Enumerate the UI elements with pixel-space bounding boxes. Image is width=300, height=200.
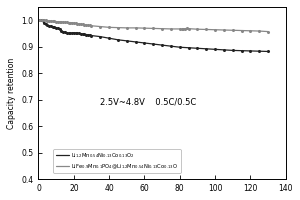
Y-axis label: Capacity retention: Capacity retention [7, 57, 16, 129]
Li$_{1.2}$Mn$_{0.54}$Ni$_{0.13}$Co$_{0.13}$O$_2$ [143, 42, 146, 44]
Li$_{1.2}$Mn$_{0.54}$Ni$_{0.13}$Co$_{0.13}$O$_2$ [134, 41, 137, 43]
Li$_{1.2}$Mn$_{0.54}$Ni$_{0.13}$Co$_{0.13}$O$_2$ [56, 27, 60, 29]
Li$_{1.2}$Mn$_{0.54}$Ni$_{0.13}$Co$_{0.13}$O$_2$ [38, 19, 42, 21]
Li$_{1.2}$Mn$_{0.54}$Ni$_{0.13}$Co$_{0.13}$O$_2$ [116, 39, 120, 41]
Li$_{1.2}$Mn$_{0.54}$Ni$_{0.13}$Co$_{0.13}$O$_2$ [213, 48, 217, 51]
Li$_{1.2}$Mn$_{0.54}$Ni$_{0.13}$Co$_{0.13}$O$_2$ [81, 33, 85, 35]
Li$_{1.2}$Mn$_{0.54}$Ni$_{0.13}$Co$_{0.13}$O$_2$ [77, 32, 81, 35]
Li$_{1.2}$Mn$_{0.54}$Ni$_{0.13}$Co$_{0.13}$O$_2$ [84, 33, 88, 36]
Li$_{1.2}$Mn$_{0.54}$Ni$_{0.13}$Co$_{0.13}$O$_2$ [240, 49, 243, 52]
Li$_{1.2}$Mn$_{0.54}$Ni$_{0.13}$Co$_{0.13}$O$_2$ [54, 26, 58, 29]
Li$_{1.2}$Mn$_{0.54}$Ni$_{0.13}$Co$_{0.13}$O$_2$ [152, 43, 155, 45]
Li$_{1.2}$Mn$_{0.54}$Ni$_{0.13}$Co$_{0.13}$O$_2$ [222, 49, 226, 51]
Legend: Li$_{1.2}$Mn$_{0.54}$Ni$_{0.13}$Co$_{0.13}$O$_2$, LiFe$_{0.9}$Mn$_{0.1}$PO$_4$@L: Li$_{1.2}$Mn$_{0.54}$Ni$_{0.13}$Co$_{0.1… [53, 149, 181, 173]
Li$_{1.2}$Mn$_{0.54}$Ni$_{0.13}$Co$_{0.13}$O$_2$ [68, 32, 72, 35]
Li$_{1.2}$Mn$_{0.54}$Ni$_{0.13}$Co$_{0.13}$O$_2$ [46, 24, 49, 27]
Li$_{1.2}$Mn$_{0.54}$Ni$_{0.13}$Co$_{0.13}$O$_2$ [44, 23, 47, 26]
Line: Li$_{1.2}$Mn$_{0.54}$Ni$_{0.13}$Co$_{0.13}$O$_2$: Li$_{1.2}$Mn$_{0.54}$Ni$_{0.13}$Co$_{0.1… [40, 20, 268, 51]
LiFe$_{0.9}$Mn$_{0.1}$PO$_4$@Li$_{1.2}$Mn$_{0.54}$Ni$_{0.13}$Co$_{0.13}$O [116, 26, 120, 29]
LiFe$_{0.9}$Mn$_{0.1}$PO$_4$@Li$_{1.2}$Mn$_{0.54}$Ni$_{0.13}$Co$_{0.13}$O [74, 22, 77, 25]
Li$_{1.2}$Mn$_{0.54}$Ni$_{0.13}$Co$_{0.13}$O$_2$ [125, 40, 129, 42]
Li$_{1.2}$Mn$_{0.54}$Ni$_{0.13}$Co$_{0.13}$O$_2$ [107, 37, 111, 39]
Li$_{1.2}$Mn$_{0.54}$Ni$_{0.13}$Co$_{0.13}$O$_2$ [74, 32, 77, 34]
Li$_{1.2}$Mn$_{0.54}$Ni$_{0.13}$Co$_{0.13}$O$_2$ [70, 32, 74, 34]
Li$_{1.2}$Mn$_{0.54}$Ni$_{0.13}$Co$_{0.13}$O$_2$ [160, 44, 164, 46]
Li$_{1.2}$Mn$_{0.54}$Ni$_{0.13}$Co$_{0.13}$O$_2$ [196, 47, 199, 49]
Li$_{1.2}$Mn$_{0.54}$Ni$_{0.13}$Co$_{0.13}$O$_2$ [60, 30, 63, 32]
Li$_{1.2}$Mn$_{0.54}$Ni$_{0.13}$Co$_{0.13}$O$_2$ [63, 31, 67, 33]
Li$_{1.2}$Mn$_{0.54}$Ni$_{0.13}$Co$_{0.13}$O$_2$ [51, 26, 54, 28]
Li$_{1.2}$Mn$_{0.54}$Ni$_{0.13}$Co$_{0.13}$O$_2$ [86, 34, 90, 36]
Li$_{1.2}$Mn$_{0.54}$Ni$_{0.13}$Co$_{0.13}$O$_2$ [65, 31, 69, 34]
LiFe$_{0.9}$Mn$_{0.1}$PO$_4$@Li$_{1.2}$Mn$_{0.54}$Ni$_{0.13}$Co$_{0.13}$O [54, 20, 58, 23]
Text: 2.5V~4.8V    0.5C/0.5C: 2.5V~4.8V 0.5C/0.5C [100, 97, 196, 106]
LiFe$_{0.9}$Mn$_{0.1}$PO$_4$@Li$_{1.2}$Mn$_{0.54}$Ni$_{0.13}$Co$_{0.13}$O [90, 25, 93, 27]
Li$_{1.2}$Mn$_{0.54}$Ni$_{0.13}$Co$_{0.13}$O$_2$ [266, 50, 270, 53]
Li$_{1.2}$Mn$_{0.54}$Ni$_{0.13}$Co$_{0.13}$O$_2$ [169, 45, 173, 47]
Li$_{1.2}$Mn$_{0.54}$Ni$_{0.13}$Co$_{0.13}$O$_2$ [72, 31, 76, 34]
Li$_{1.2}$Mn$_{0.54}$Ni$_{0.13}$Co$_{0.13}$O$_2$ [67, 32, 70, 34]
Li$_{1.2}$Mn$_{0.54}$Ni$_{0.13}$Co$_{0.13}$O$_2$ [76, 32, 79, 34]
Li$_{1.2}$Mn$_{0.54}$Ni$_{0.13}$Co$_{0.13}$O$_2$ [88, 34, 92, 36]
Li$_{1.2}$Mn$_{0.54}$Ni$_{0.13}$Co$_{0.13}$O$_2$ [79, 33, 83, 35]
Li$_{1.2}$Mn$_{0.54}$Ni$_{0.13}$Co$_{0.13}$O$_2$ [98, 35, 102, 38]
Li$_{1.2}$Mn$_{0.54}$Ni$_{0.13}$Co$_{0.13}$O$_2$ [49, 25, 53, 27]
Li$_{1.2}$Mn$_{0.54}$Ni$_{0.13}$Co$_{0.13}$O$_2$ [61, 30, 65, 33]
Li$_{1.2}$Mn$_{0.54}$Ni$_{0.13}$Co$_{0.13}$O$_2$ [52, 26, 56, 28]
LiFe$_{0.9}$Mn$_{0.1}$PO$_4$@Li$_{1.2}$Mn$_{0.54}$Ni$_{0.13}$Co$_{0.13}$O [38, 18, 42, 21]
Li$_{1.2}$Mn$_{0.54}$Ni$_{0.13}$Co$_{0.13}$O$_2$ [178, 46, 181, 48]
Li$_{1.2}$Mn$_{0.54}$Ni$_{0.13}$Co$_{0.13}$O$_2$ [82, 33, 86, 35]
Line: LiFe$_{0.9}$Mn$_{0.1}$PO$_4$@Li$_{1.2}$Mn$_{0.54}$Ni$_{0.13}$Co$_{0.13}$O: LiFe$_{0.9}$Mn$_{0.1}$PO$_4$@Li$_{1.2}$M… [40, 20, 268, 32]
Li$_{1.2}$Mn$_{0.54}$Ni$_{0.13}$Co$_{0.13}$O$_2$ [40, 19, 44, 21]
LiFe$_{0.9}$Mn$_{0.1}$PO$_4$@Li$_{1.2}$Mn$_{0.54}$Ni$_{0.13}$Co$_{0.13}$O [152, 27, 155, 30]
Li$_{1.2}$Mn$_{0.54}$Ni$_{0.13}$Co$_{0.13}$O$_2$ [42, 22, 46, 24]
LiFe$_{0.9}$Mn$_{0.1}$PO$_4$@Li$_{1.2}$Mn$_{0.54}$Ni$_{0.13}$Co$_{0.13}$O [107, 26, 111, 29]
Li$_{1.2}$Mn$_{0.54}$Ni$_{0.13}$Co$_{0.13}$O$_2$ [257, 50, 261, 52]
Li$_{1.2}$Mn$_{0.54}$Ni$_{0.13}$Co$_{0.13}$O$_2$ [90, 34, 93, 37]
Li$_{1.2}$Mn$_{0.54}$Ni$_{0.13}$Co$_{0.13}$O$_2$ [58, 28, 61, 31]
Li$_{1.2}$Mn$_{0.54}$Ni$_{0.13}$Co$_{0.13}$O$_2$ [187, 47, 190, 49]
Li$_{1.2}$Mn$_{0.54}$Ni$_{0.13}$Co$_{0.13}$O$_2$ [231, 49, 235, 52]
Li$_{1.2}$Mn$_{0.54}$Ni$_{0.13}$Co$_{0.13}$O$_2$ [249, 50, 252, 52]
Li$_{1.2}$Mn$_{0.54}$Ni$_{0.13}$Co$_{0.13}$O$_2$ [47, 25, 51, 27]
LiFe$_{0.9}$Mn$_{0.1}$PO$_4$@Li$_{1.2}$Mn$_{0.54}$Ni$_{0.13}$Co$_{0.13}$O [266, 30, 270, 33]
Li$_{1.2}$Mn$_{0.54}$Ni$_{0.13}$Co$_{0.13}$O$_2$ [205, 48, 208, 50]
